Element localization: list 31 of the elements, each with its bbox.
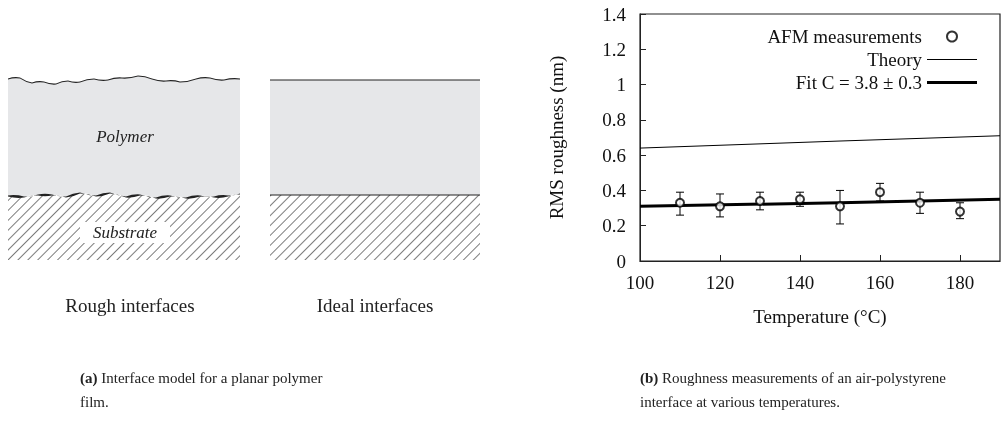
x-tick-label: 180 [945, 272, 975, 293]
point [755, 196, 765, 207]
y-tick-label: 0.6 [602, 144, 626, 166]
x-axis-title: Temperature (°C) [753, 306, 887, 328]
y-tick-label: 0 [616, 250, 626, 272]
x-tick-label: 100 [625, 272, 655, 293]
x-tick-label: 160 [865, 272, 895, 293]
text: Rough interfaces [65, 295, 195, 316]
legend-label: Theory [867, 49, 923, 70]
y-tick-label: 0.8 [602, 109, 626, 131]
legend-label: AFM measurements [767, 26, 922, 47]
text: Polymer [95, 127, 155, 146]
point [835, 201, 845, 212]
point [715, 201, 725, 212]
y-tick-label: 0.2 [602, 215, 626, 237]
point [675, 197, 685, 208]
y-tick-label: 1 [616, 74, 626, 96]
point [875, 187, 885, 198]
text: Substrate [92, 223, 158, 242]
y-tick-label: 1.4 [602, 3, 627, 25]
y-tick-label: 0.4 [602, 179, 627, 201]
text: Ideal interfaces [316, 295, 434, 316]
point [955, 206, 965, 217]
y-axis-title: RMS roughness (nm) [546, 55, 568, 220]
x-tick-label: 140 [785, 272, 815, 293]
point [915, 197, 925, 208]
text: (a) Interface model for a planar polymer film. [80, 369, 324, 412]
y-tick-label: 1.2 [602, 38, 626, 60]
text: (b) Roughness measurements of an air-polystyrene interface at various temperatures. [640, 369, 947, 412]
x-tick-label: 120 [705, 272, 735, 293]
legend-label: Fit C = 3.8 ± 0.3 [795, 72, 922, 93]
